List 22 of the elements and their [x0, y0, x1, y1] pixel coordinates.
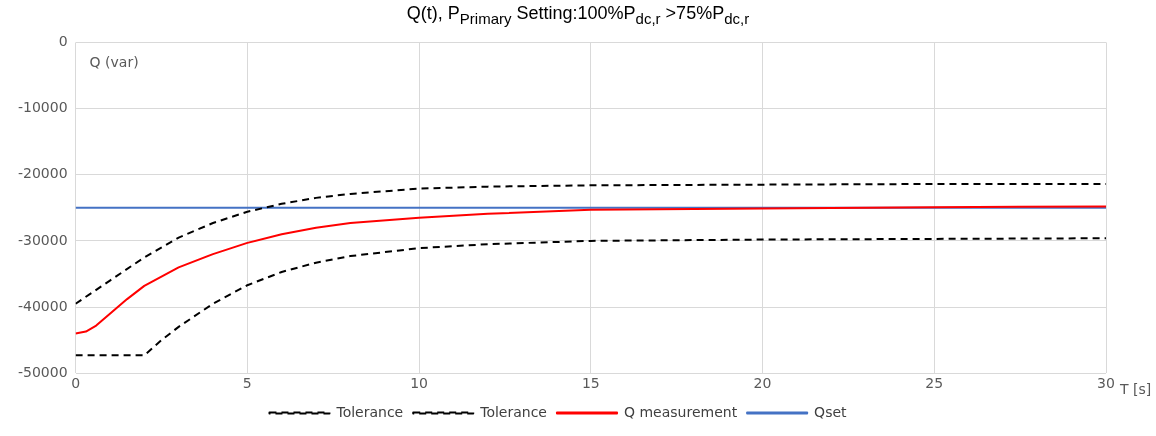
- y-tick-label: -50000: [17, 363, 68, 380]
- x-tick-label: 10: [410, 375, 428, 392]
- y-tick-label: -10000: [17, 99, 68, 116]
- line-series: [75, 237, 1106, 357]
- legend-label: Tolerance: [335, 403, 404, 420]
- chart-title: Q(t), P$_{Primary}$ Setting:100%P$_{dc,r}$ >75%P$_{dc,r}$: [405, 2, 751, 27]
- y-tick-label: -30000: [17, 231, 68, 248]
- legend-label: Tolerance: [479, 403, 547, 420]
- x-tick-label: 0: [71, 375, 81, 392]
- y-tick-label: -40000: [17, 297, 68, 314]
- x-tick-label: 15: [581, 375, 600, 392]
- legend-label: Q measurement: [623, 403, 738, 420]
- annotation: Q (var): [89, 54, 139, 71]
- x-tick-label: 30: [1097, 375, 1115, 392]
- x-axis-title: T [s]: [1119, 380, 1152, 397]
- x-tick-label: 20: [753, 375, 772, 392]
- y-tick-label: -20000: [17, 165, 68, 182]
- line-series: [75, 182, 1106, 305]
- legend-label: Qset: [814, 403, 848, 420]
- x-tick-label: 5: [242, 375, 252, 392]
- y-tick-label: 0: [58, 33, 68, 50]
- x-tick-label: 25: [925, 375, 944, 392]
